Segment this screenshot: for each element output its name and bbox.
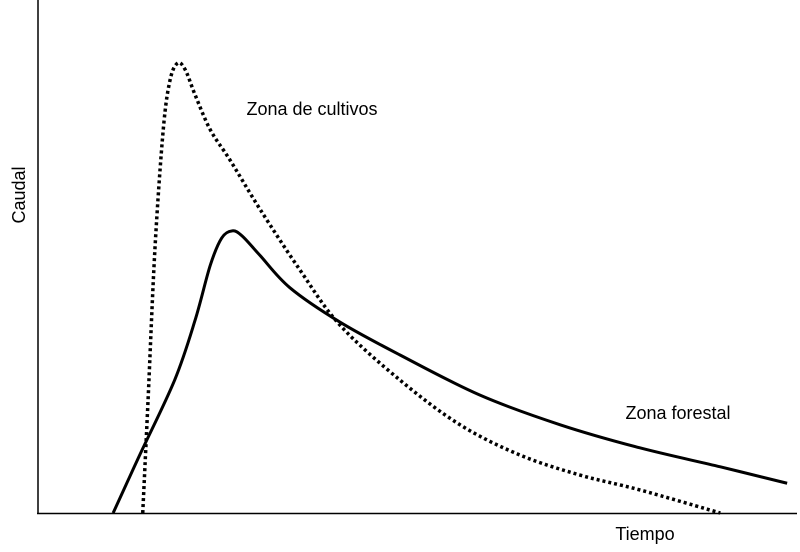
y-axis-label: Caudal xyxy=(9,166,29,223)
series-line xyxy=(140,60,721,515)
x-axis-label: Tiempo xyxy=(615,524,674,544)
series-line xyxy=(111,229,788,514)
series-label: Zona de cultivos xyxy=(246,99,377,119)
series-label: Zona forestal xyxy=(625,403,730,423)
